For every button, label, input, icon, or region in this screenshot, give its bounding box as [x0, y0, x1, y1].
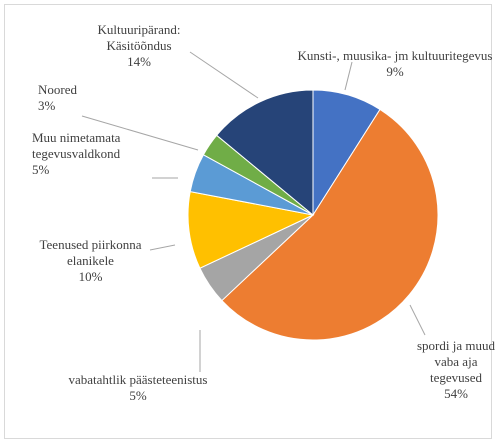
- value-label: 10%: [78, 269, 103, 284]
- category-label: Kunsti-, muusika- jm kultuuritegevus: [297, 48, 493, 63]
- value-label: 54%: [444, 386, 468, 401]
- leader-line: [81, 115, 199, 151]
- category-label: Noored: [38, 82, 77, 97]
- category-label: spordi ja muud vaba aja tegevused: [417, 338, 495, 385]
- value-label: 9%: [386, 64, 404, 79]
- leader-line: [189, 51, 259, 99]
- data-label: vabatahtlik päästeteenistus 5%: [28, 372, 248, 404]
- data-label: Kultuuripärand: Käsitöõndus 14%: [83, 22, 195, 70]
- pie-slice: [187, 190, 315, 269]
- pie-slice: [215, 89, 314, 217]
- value-label: 3%: [38, 98, 56, 113]
- category-label: Teenused piirkonna elanikele: [39, 237, 142, 268]
- data-label: spordi ja muud vaba aja tegevused 54%: [410, 338, 496, 402]
- data-label: Teenused piirkonna elanikele 10%: [28, 237, 153, 285]
- data-label: Muu nimetamata tegevusvaldkond 5%: [32, 130, 147, 178]
- leader-line: [344, 61, 353, 91]
- leader-line: [149, 244, 176, 251]
- chart-border: [4, 4, 492, 439]
- value-label: 5%: [32, 162, 50, 177]
- data-label: Kunsti-, muusika- jm kultuuritegevus 9%: [295, 48, 495, 80]
- category-label: vabatahtlik päästeteenistus: [68, 372, 208, 387]
- pie-slice: [221, 108, 439, 341]
- data-label: Noored 3%: [38, 82, 98, 114]
- value-label: 5%: [129, 388, 147, 403]
- leader-lines: [81, 51, 426, 372]
- leader-line: [409, 304, 426, 336]
- value-label: 14%: [127, 54, 151, 69]
- category-label: Muu nimetamata tegevusvaldkond: [32, 130, 121, 161]
- category-label: Kultuuripärand: Käsitöõndus: [97, 22, 181, 53]
